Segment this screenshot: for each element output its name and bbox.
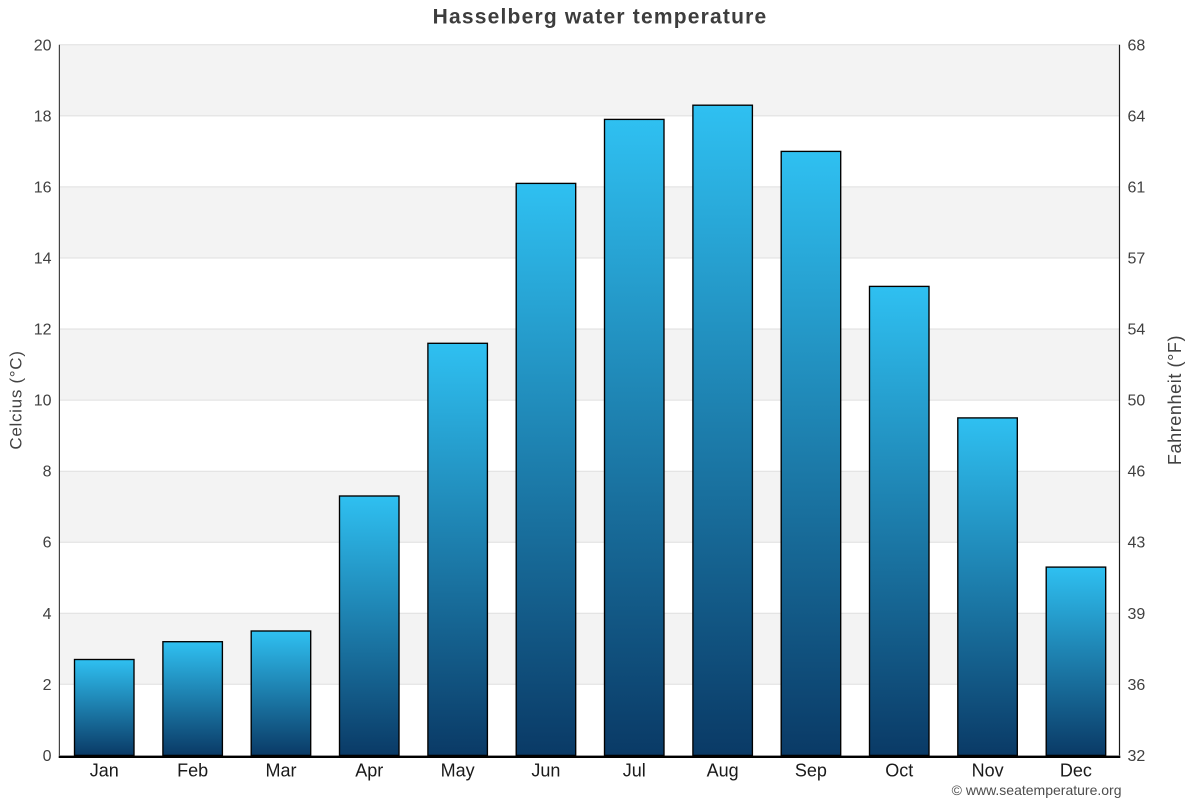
svg-text:10: 10 bbox=[34, 393, 52, 410]
svg-text:Celcius (°C): Celcius (°C) bbox=[7, 350, 26, 449]
svg-text:© www.seatemperature.org: © www.seatemperature.org bbox=[952, 782, 1122, 798]
svg-text:6: 6 bbox=[43, 535, 52, 552]
svg-text:Jan: Jan bbox=[90, 761, 119, 781]
svg-text:32: 32 bbox=[1128, 748, 1146, 765]
svg-text:14: 14 bbox=[34, 251, 52, 268]
svg-text:36: 36 bbox=[1128, 677, 1146, 694]
svg-text:20: 20 bbox=[34, 37, 52, 54]
svg-text:68: 68 bbox=[1128, 37, 1146, 54]
svg-text:4: 4 bbox=[43, 606, 52, 623]
svg-text:50: 50 bbox=[1128, 393, 1146, 410]
svg-text:61: 61 bbox=[1128, 179, 1146, 196]
svg-text:May: May bbox=[441, 761, 475, 781]
svg-text:12: 12 bbox=[34, 322, 52, 339]
svg-text:46: 46 bbox=[1128, 464, 1146, 481]
svg-text:Jun: Jun bbox=[531, 761, 560, 781]
svg-text:Fahrenheit (°F): Fahrenheit (°F) bbox=[1165, 335, 1185, 465]
svg-text:0: 0 bbox=[43, 748, 52, 765]
svg-text:8: 8 bbox=[43, 464, 52, 481]
svg-text:Apr: Apr bbox=[355, 761, 383, 781]
svg-text:18: 18 bbox=[34, 108, 52, 125]
svg-text:43: 43 bbox=[1128, 535, 1146, 552]
svg-text:64: 64 bbox=[1128, 108, 1146, 125]
svg-text:Oct: Oct bbox=[885, 761, 913, 781]
svg-text:57: 57 bbox=[1128, 251, 1146, 268]
svg-text:Nov: Nov bbox=[972, 761, 1004, 781]
svg-text:54: 54 bbox=[1128, 322, 1146, 339]
svg-text:Sep: Sep bbox=[795, 761, 827, 781]
svg-text:39: 39 bbox=[1128, 606, 1146, 623]
svg-text:16: 16 bbox=[34, 179, 52, 196]
svg-text:Feb: Feb bbox=[177, 761, 208, 781]
svg-text:Jul: Jul bbox=[623, 761, 646, 781]
svg-text:Dec: Dec bbox=[1060, 761, 1092, 781]
svg-text:Mar: Mar bbox=[266, 761, 297, 781]
svg-text:Hasselberg water temperature: Hasselberg water temperature bbox=[433, 6, 768, 29]
svg-text:2: 2 bbox=[43, 677, 52, 694]
svg-text:Aug: Aug bbox=[707, 761, 739, 781]
